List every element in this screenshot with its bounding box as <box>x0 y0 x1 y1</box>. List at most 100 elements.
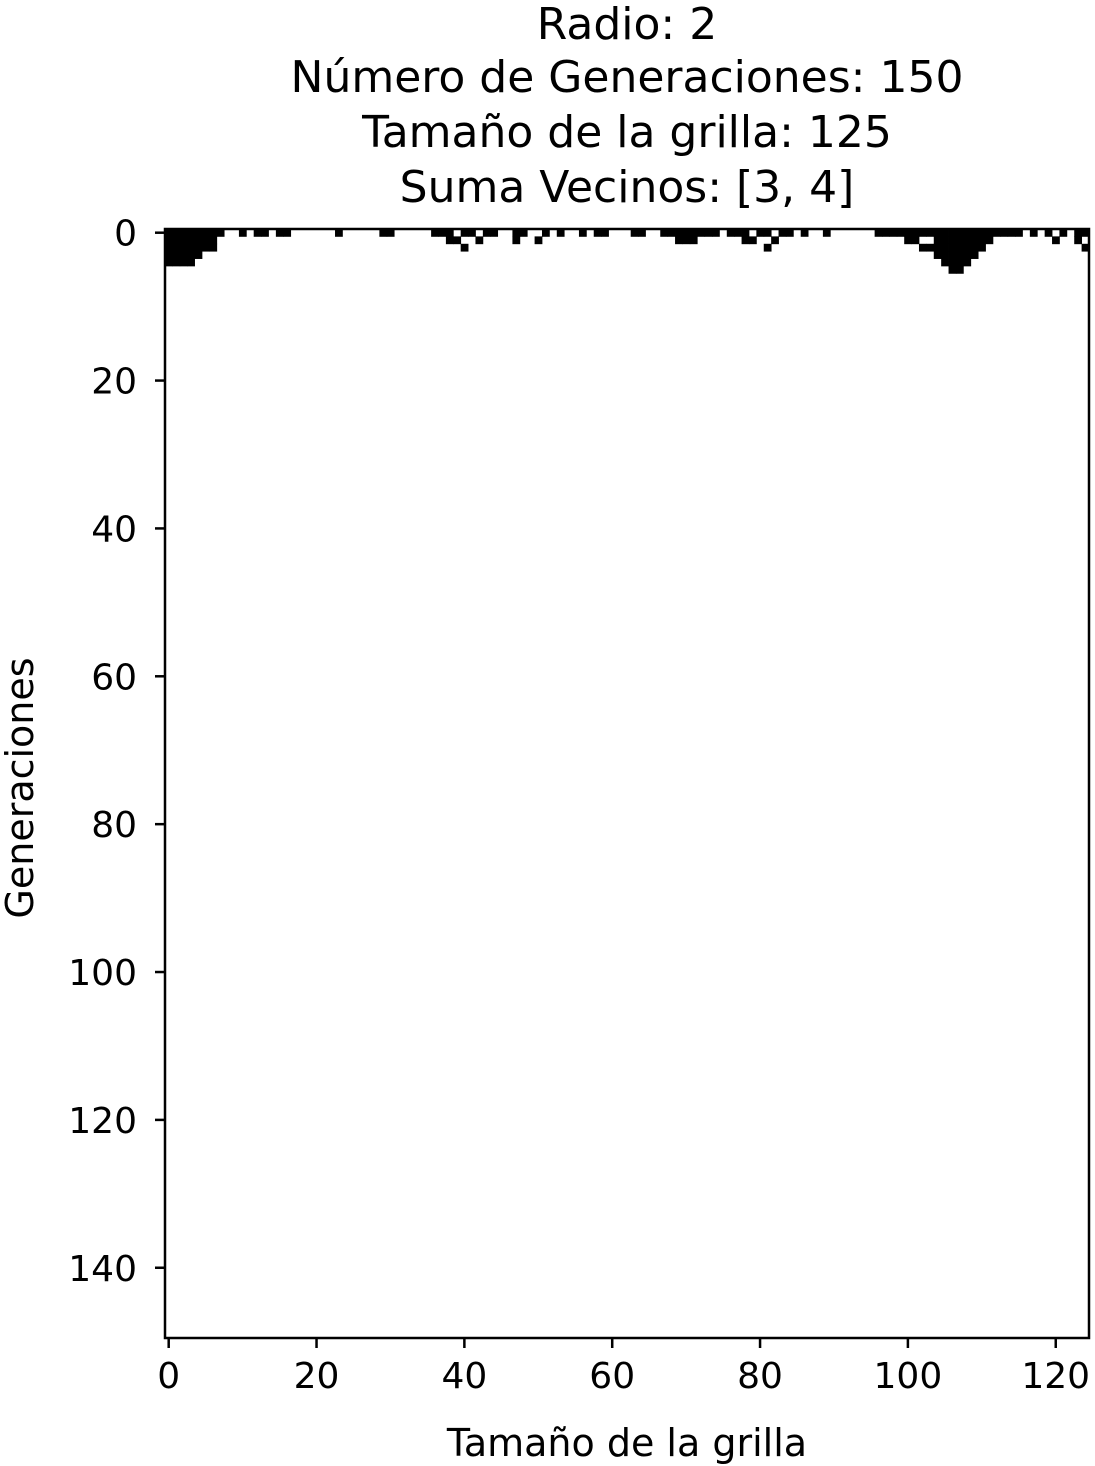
heatmap-cell <box>275 229 284 237</box>
x-tick-label: 100 <box>874 1356 943 1397</box>
heatmap-cell <box>948 251 957 259</box>
y-axis-label: Generaciones <box>0 657 42 919</box>
y-axis-ticks: 0 20 40 60 80 100 120 140 <box>68 214 165 1290</box>
x-tick-label: 120 <box>1021 1356 1090 1397</box>
heatmap-cell <box>985 229 994 237</box>
x-tick-label: 20 <box>294 1356 340 1397</box>
heatmap-cell <box>578 229 587 237</box>
y-tick-label: 0 <box>114 214 137 255</box>
heatmap-cell <box>978 229 986 237</box>
heatmap-cell <box>712 229 720 237</box>
heatmap-cell <box>955 265 964 274</box>
heatmap-cell <box>1081 243 1090 252</box>
heatmap-cell <box>904 236 912 245</box>
heatmap-cell <box>941 236 949 245</box>
heatmap-cell <box>172 236 181 245</box>
x-tick-label: 40 <box>441 1356 487 1397</box>
heatmap-cell <box>1059 229 1068 237</box>
heatmap-cell <box>889 229 898 237</box>
heatmap-cell <box>261 229 269 237</box>
heatmap-cell <box>283 229 292 237</box>
heatmap-cell <box>933 229 942 237</box>
heatmap-cell <box>978 243 986 252</box>
heatmap-cell <box>541 229 550 237</box>
heatmap-cell <box>682 236 691 245</box>
heatmap-cell <box>238 229 247 237</box>
heatmap-cell <box>179 229 188 237</box>
heatmap-cell <box>1029 229 1038 237</box>
heatmap-cell <box>970 243 979 252</box>
heatmap-cell <box>918 243 927 252</box>
heatmap-cell <box>165 236 173 245</box>
heatmap-cell <box>194 251 203 259</box>
y-tick-label: 60 <box>91 657 137 698</box>
heatmap-cell <box>490 229 499 237</box>
heatmap-cell <box>165 229 173 237</box>
heatmap-cell <box>453 236 462 245</box>
heatmap-cell <box>165 243 173 252</box>
heatmap-cell <box>756 229 765 237</box>
heatmap-cell <box>948 243 957 252</box>
heatmap-cell <box>179 258 188 267</box>
heatmap-cell <box>519 229 528 237</box>
heatmap-cell <box>165 251 173 259</box>
heatmap-cell <box>468 229 476 237</box>
heatmap-cell <box>1015 229 1023 237</box>
heatmap-cell <box>896 229 905 237</box>
heatmap-cell <box>194 236 203 245</box>
heatmap-cell <box>638 229 646 237</box>
heatmap-cell <box>963 258 972 267</box>
heatmap-cell <box>882 229 890 237</box>
heatmap-cell <box>201 229 210 237</box>
heatmap-cell <box>955 229 964 237</box>
heatmap-cell <box>460 229 469 237</box>
heatmap-cell <box>216 229 225 237</box>
heatmap-cell <box>172 229 181 237</box>
heatmap-cell <box>955 251 964 259</box>
heatmap-cell <box>512 229 521 237</box>
heatmap-cell <box>948 258 957 267</box>
heatmap-cell <box>209 229 218 237</box>
heatmap-cell <box>933 236 942 245</box>
heatmap-cell <box>800 229 809 237</box>
heatmap-cell <box>675 236 683 245</box>
heatmap-cell <box>689 229 698 237</box>
heatmap-cell <box>194 229 203 237</box>
heatmap-cell <box>1000 229 1009 237</box>
heatmap-cell <box>970 236 979 245</box>
heatmap-cell <box>475 236 484 245</box>
heatmap-cell <box>179 251 188 259</box>
title-line-grid-size: Tamaño de la grilla: 125 <box>362 107 892 158</box>
heatmap-cell <box>682 229 691 237</box>
heatmap-cell <box>941 229 949 237</box>
heatmap-cell <box>771 236 779 245</box>
heatmap-cell <box>1007 229 1016 237</box>
heatmap-cell <box>955 243 964 252</box>
heatmap-cell <box>933 243 942 252</box>
heatmap-cell <box>460 243 469 252</box>
heatmap-cell <box>763 229 772 237</box>
heatmap-cell <box>194 243 203 252</box>
heatmap-cell <box>379 229 388 237</box>
heatmap-cell <box>948 236 957 245</box>
heatmap-cell <box>748 236 757 245</box>
heatmap-cell <box>778 229 787 237</box>
heatmap-cell <box>926 229 935 237</box>
heatmap-cell <box>904 229 912 237</box>
heatmap-cell <box>985 236 994 245</box>
heatmap-cell <box>438 229 447 237</box>
heatmap-cell <box>955 258 964 267</box>
y-tick-label: 20 <box>91 362 137 403</box>
heatmap-cell <box>187 251 195 259</box>
heatmap-cell <box>822 229 831 237</box>
heatmap-cell <box>941 258 949 267</box>
heatmap-cell <box>741 236 750 245</box>
heatmap-cell <box>667 229 676 237</box>
heatmap-cell <box>911 236 920 245</box>
heatmap-cell <box>445 229 454 237</box>
heatmap-cell <box>1081 229 1090 237</box>
heatmap-cell <box>431 229 439 237</box>
heatmap-cell <box>970 251 979 259</box>
chart-title: Radio: 2 Número de Generaciones: 150 Tam… <box>0 0 1095 220</box>
